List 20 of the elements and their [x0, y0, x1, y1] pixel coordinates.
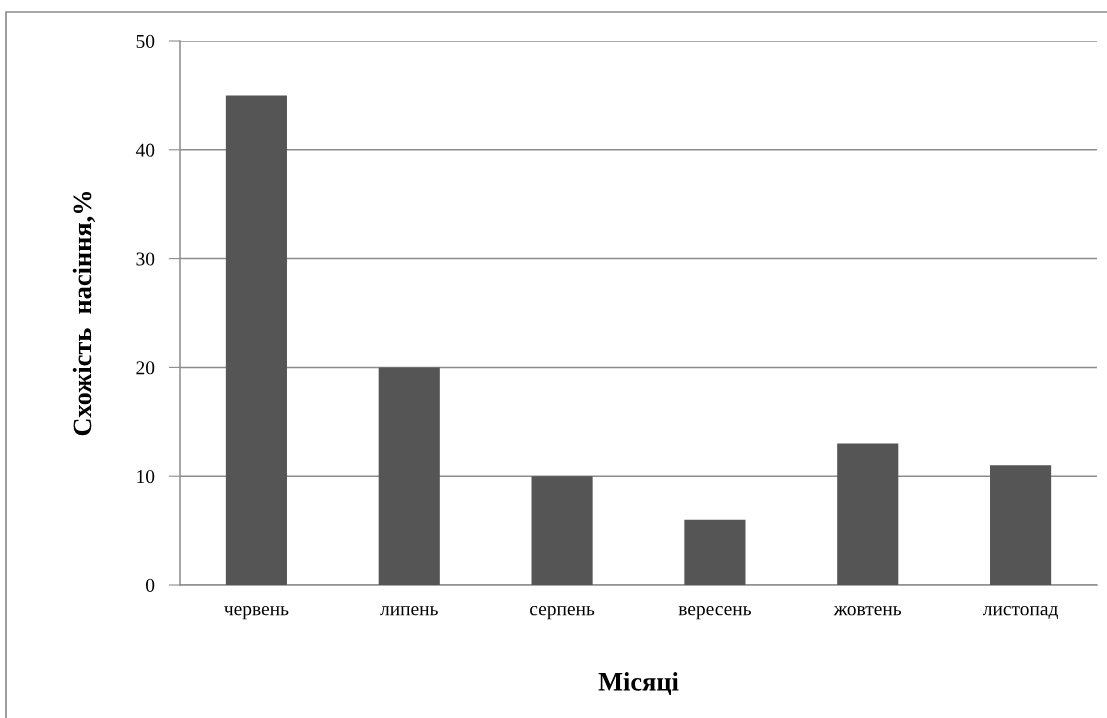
- y-tick-label: 40: [135, 143, 155, 157]
- x-axis-title: Місяці: [598, 672, 679, 695]
- y-axis-title: Схожість насіння,%: [72, 191, 96, 436]
- x-tick-label: жовтень: [833, 606, 902, 616]
- x-tick-label: серпень: [530, 606, 595, 620]
- x-tick-label: листопад: [982, 606, 1058, 619]
- x-tick-label: вересень: [678, 606, 751, 620]
- x-tick-label: липень: [380, 606, 438, 616]
- y-tick-label: 10: [137, 470, 155, 484]
- bar: [990, 465, 1052, 585]
- y-tick-label: 20: [136, 361, 155, 375]
- y-tick-label: 30: [136, 252, 155, 266]
- bar: [531, 476, 593, 585]
- bar: [225, 95, 287, 585]
- bar: [684, 519, 746, 585]
- y-tick-label: 0: [146, 578, 155, 592]
- bar: [378, 367, 440, 585]
- y-tick-label: 50: [136, 34, 155, 48]
- bar: [837, 443, 899, 585]
- x-tick-label: червень: [224, 606, 289, 620]
